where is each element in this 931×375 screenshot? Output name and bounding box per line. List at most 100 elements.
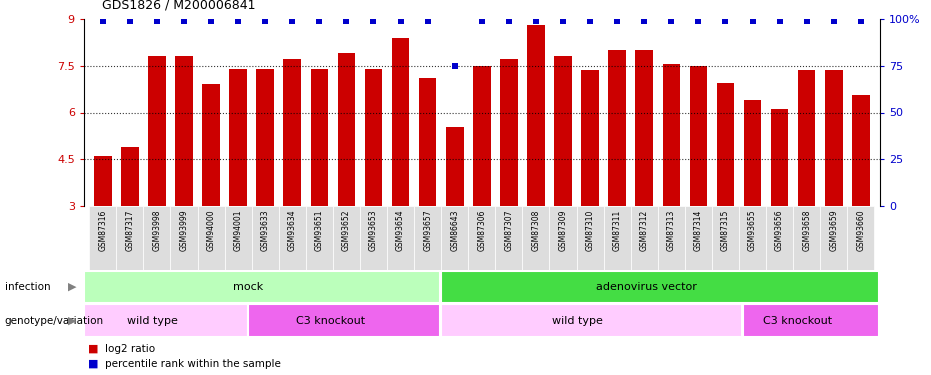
Bar	[84, 271, 439, 303]
Bar	[820, 206, 847, 270]
Bar	[116, 206, 143, 270]
Text: GSM93654: GSM93654	[396, 209, 405, 251]
Text: GSM87313: GSM87313	[667, 209, 676, 251]
Bar	[658, 206, 685, 270]
Text: wild type: wild type	[127, 316, 178, 326]
Text: GSM87317: GSM87317	[126, 209, 134, 251]
Text: GSM93634: GSM93634	[288, 209, 297, 251]
Text: wild type: wild type	[552, 316, 603, 326]
Bar	[798, 70, 816, 206]
Bar	[771, 110, 789, 206]
Text: mock: mock	[234, 282, 263, 292]
Bar	[414, 206, 441, 270]
Text: infection: infection	[5, 282, 50, 292]
Bar	[554, 56, 572, 206]
Text: ▶: ▶	[68, 282, 77, 292]
Text: GSM87308: GSM87308	[532, 209, 540, 251]
Bar	[576, 206, 603, 270]
Text: GSM87311: GSM87311	[613, 209, 622, 251]
Text: ▶: ▶	[68, 316, 77, 326]
Bar	[608, 50, 626, 206]
Bar	[148, 56, 166, 206]
Text: GSM86643: GSM86643	[451, 209, 459, 251]
Bar	[636, 50, 653, 206]
Bar	[256, 69, 274, 206]
Bar	[311, 69, 328, 206]
Text: C3 knockout: C3 knockout	[762, 316, 832, 326]
Text: GSM93652: GSM93652	[342, 209, 351, 251]
Text: ■: ■	[88, 359, 99, 369]
Text: GSM93998: GSM93998	[153, 209, 161, 251]
Bar	[495, 206, 522, 270]
Bar	[549, 206, 576, 270]
Text: GSM93656: GSM93656	[776, 209, 784, 251]
Text: GSM93659: GSM93659	[830, 209, 838, 251]
Text: GSM87309: GSM87309	[559, 209, 568, 251]
Bar	[251, 206, 278, 270]
Bar	[446, 127, 464, 206]
Text: percentile rank within the sample: percentile rank within the sample	[105, 359, 281, 369]
Bar	[685, 206, 712, 270]
Text: C3 knockout: C3 knockout	[296, 316, 365, 326]
Bar	[581, 70, 599, 206]
Bar	[89, 206, 116, 270]
Bar	[84, 304, 248, 337]
Bar	[793, 206, 820, 270]
Bar	[766, 206, 793, 270]
Text: GSM87315: GSM87315	[721, 209, 730, 251]
Bar	[603, 206, 630, 270]
Text: genotype/variation: genotype/variation	[5, 316, 103, 326]
Text: GSM93651: GSM93651	[315, 209, 324, 251]
Bar	[441, 206, 468, 270]
Text: GSM87307: GSM87307	[505, 209, 513, 251]
Bar	[229, 69, 247, 206]
Text: ■: ■	[88, 344, 99, 354]
Text: GSM87312: GSM87312	[640, 209, 649, 251]
Bar	[852, 95, 870, 206]
Bar	[360, 206, 387, 270]
Bar	[143, 206, 170, 270]
Text: GSM93633: GSM93633	[261, 209, 270, 251]
Bar	[170, 206, 197, 270]
Bar	[305, 206, 333, 270]
Bar	[197, 206, 224, 270]
Bar	[744, 100, 762, 206]
Bar	[717, 83, 735, 206]
Bar	[847, 206, 874, 270]
Bar	[440, 271, 879, 303]
Text: adenovirus vector: adenovirus vector	[596, 282, 697, 292]
Bar	[500, 59, 518, 206]
Bar	[278, 206, 305, 270]
Bar	[224, 206, 251, 270]
Bar	[365, 69, 383, 206]
Bar	[333, 206, 360, 270]
Bar	[338, 53, 356, 206]
Bar	[468, 206, 495, 270]
Text: GDS1826 / M200006841: GDS1826 / M200006841	[102, 0, 256, 11]
Bar	[392, 38, 410, 206]
Text: GSM93653: GSM93653	[369, 209, 378, 251]
Bar	[712, 206, 739, 270]
Text: GSM87316: GSM87316	[99, 209, 107, 251]
Bar	[249, 304, 439, 337]
Bar	[743, 304, 879, 337]
Bar	[175, 56, 193, 206]
Text: GSM93999: GSM93999	[180, 209, 188, 251]
Text: GSM87310: GSM87310	[586, 209, 595, 251]
Bar	[690, 66, 708, 206]
Bar	[419, 78, 437, 206]
Text: GSM94001: GSM94001	[234, 209, 243, 251]
Bar	[739, 206, 766, 270]
Bar	[283, 59, 301, 206]
Text: GSM93657: GSM93657	[424, 209, 432, 251]
Bar	[825, 70, 843, 206]
Text: GSM87306: GSM87306	[478, 209, 486, 251]
Text: GSM93655: GSM93655	[748, 209, 757, 251]
Bar	[440, 304, 742, 337]
Bar	[202, 84, 220, 206]
Text: log2 ratio: log2 ratio	[105, 344, 155, 354]
Bar	[387, 206, 414, 270]
Bar	[473, 66, 491, 206]
Text: GSM93658: GSM93658	[803, 209, 811, 251]
Bar	[94, 156, 112, 206]
